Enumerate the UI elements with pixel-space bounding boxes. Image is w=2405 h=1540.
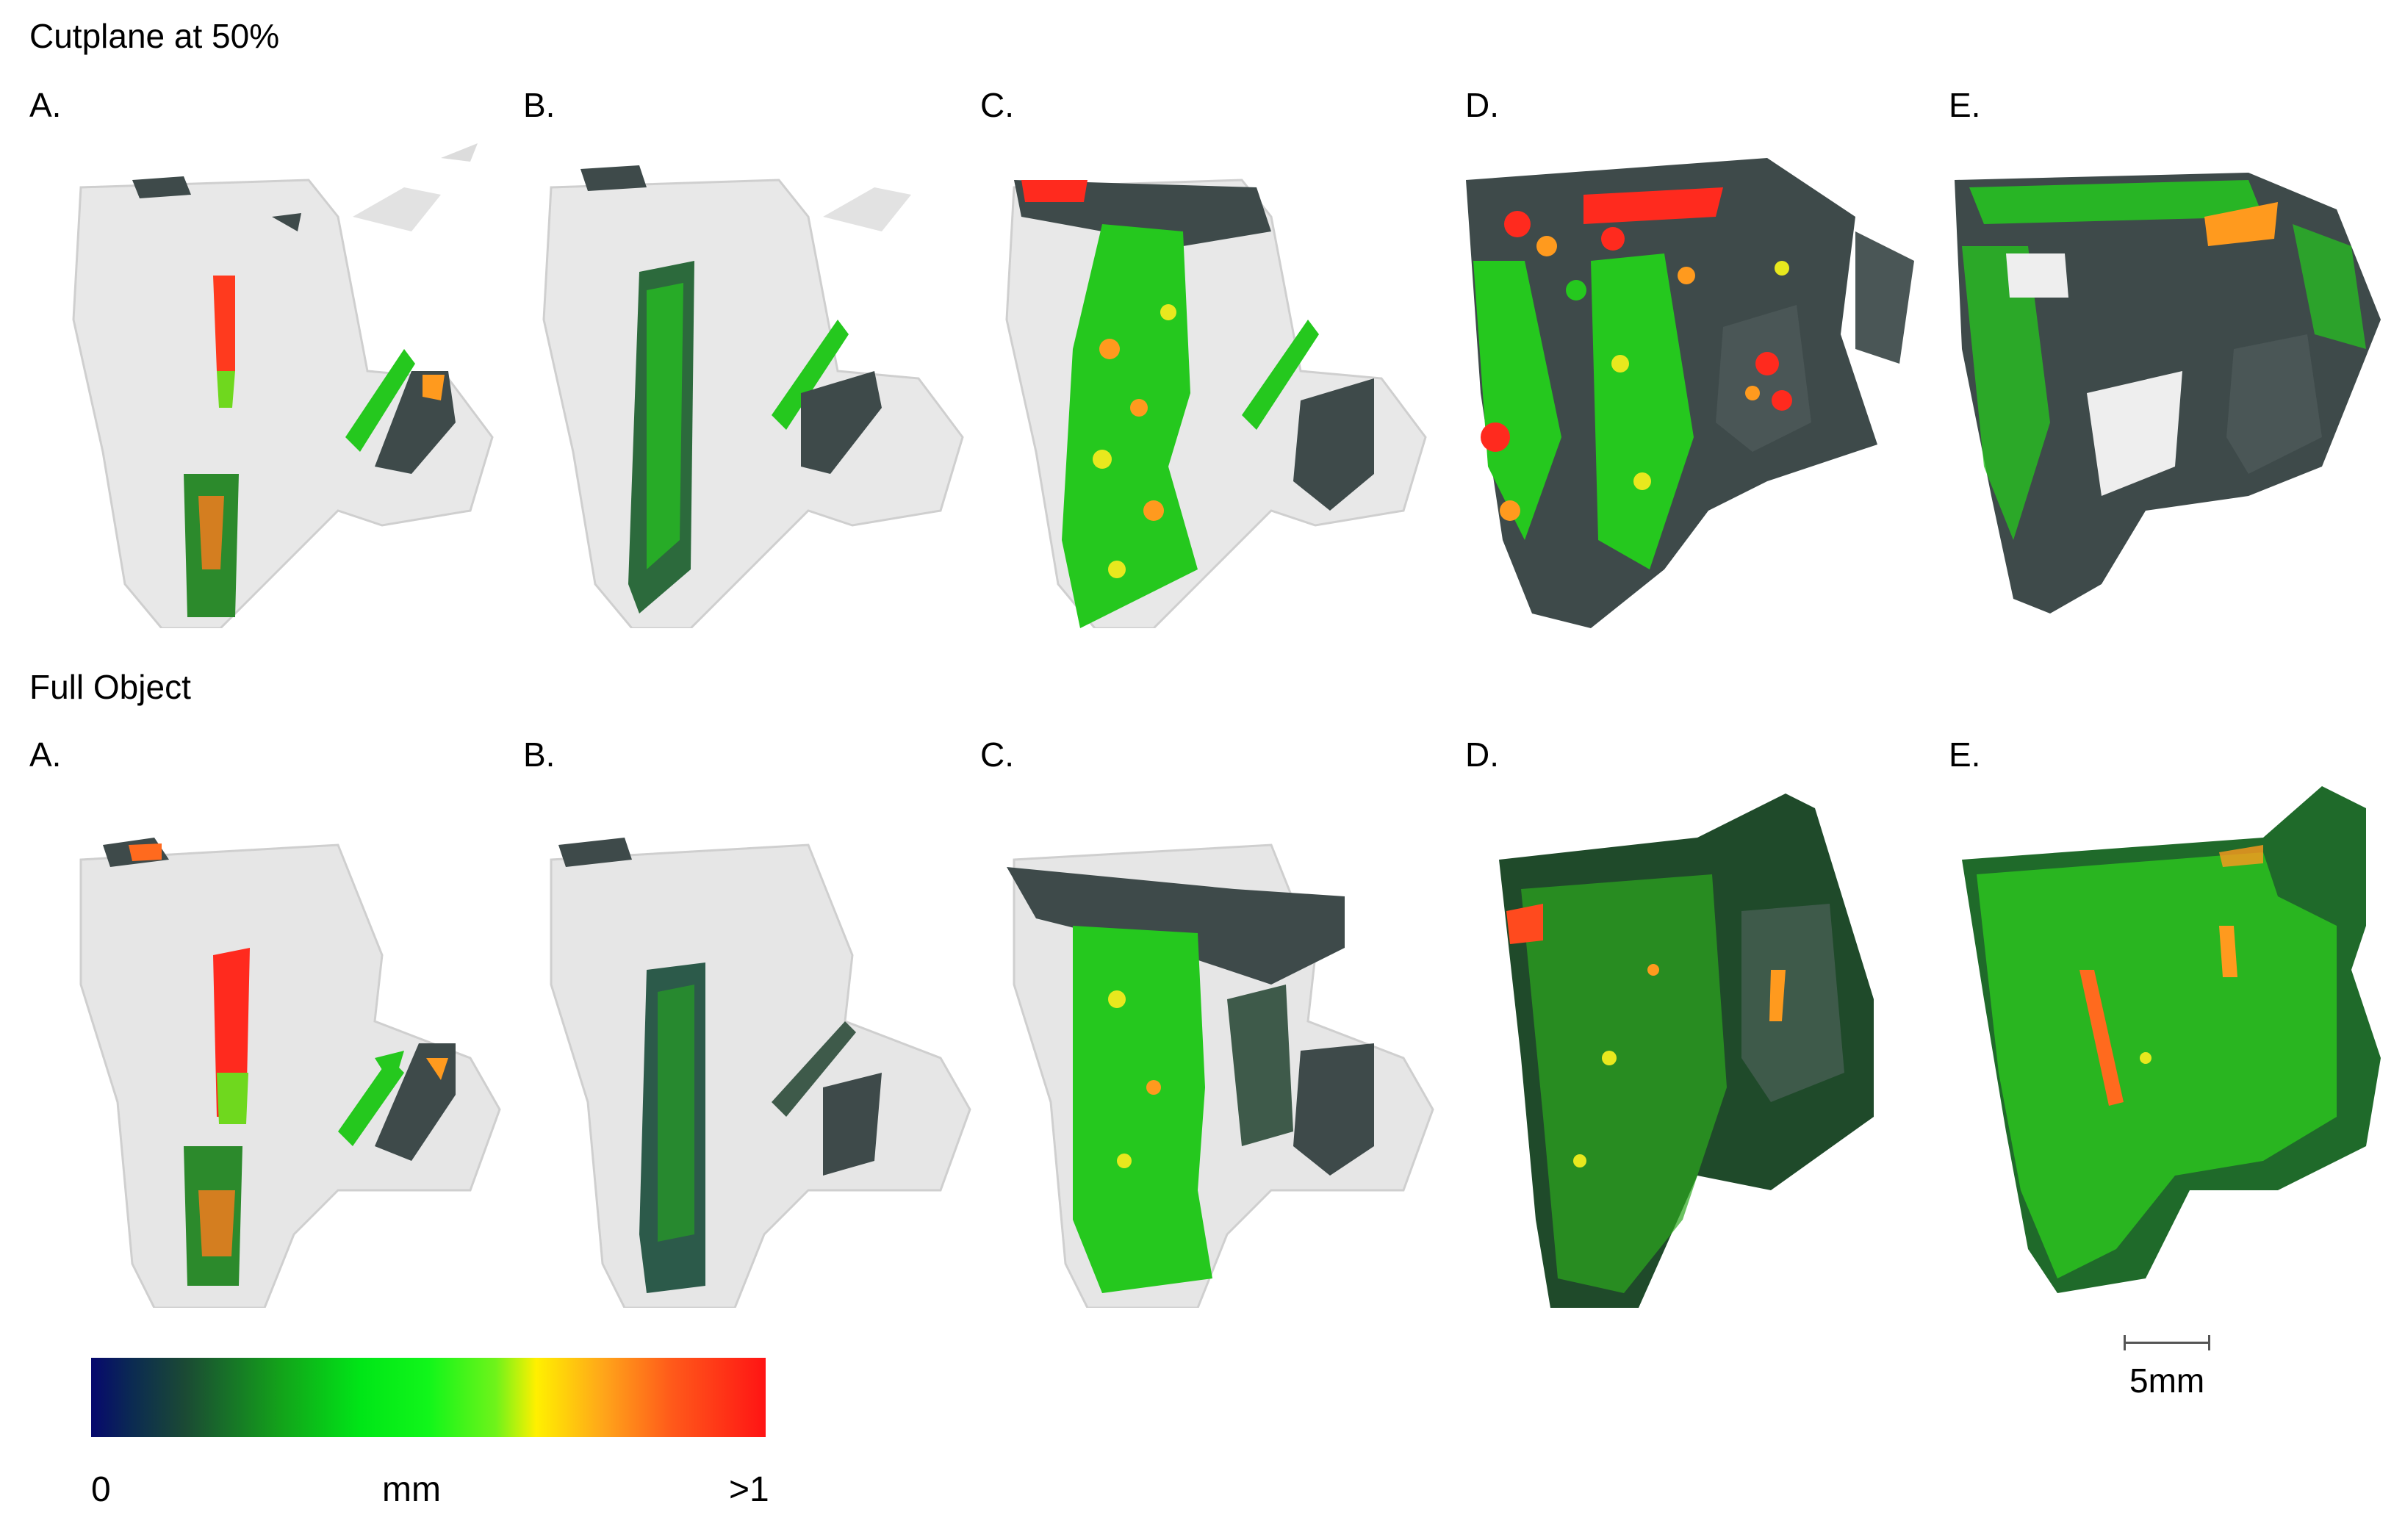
row-title-cutplane: Cutplane at 50% [29,17,280,55]
render-panel-e-cutplane [1940,129,2395,628]
panel-label-a-bottom: A. [29,735,62,774]
render-panel-d-full [1492,779,1947,1308]
panel-label-c-top: C. [980,86,1014,124]
render-panel-e-full [1955,779,2395,1308]
panel-label-e-bottom: E. [1949,735,1981,774]
row-title-full-object: Full Object [29,668,191,706]
colorbar-unit-label: mm [382,1470,441,1509]
render-panel-a-cutplane [59,129,514,628]
panel-label-a-top: A. [29,86,62,124]
panel-label-e-top: E. [1949,86,1981,124]
render-panel-c-full [992,779,1448,1308]
panel-label-b-bottom: B. [523,735,556,774]
panel-label-d-bottom: D. [1465,735,1499,774]
render-panel-b-full [529,779,985,1308]
panel-label-d-top: D. [1465,86,1499,124]
render-panel-a-full [59,779,514,1308]
colorbar-min-label: 0 [91,1470,111,1509]
scale-bar-label: 5mm [2129,1361,2205,1400]
scale-bar [2124,1335,2210,1350]
render-panel-b-cutplane [529,129,985,628]
panel-label-b-top: B. [523,86,556,124]
render-panel-d-cutplane [1459,129,1929,628]
panel-label-c-bottom: C. [980,735,1014,774]
render-panel-c-cutplane [992,129,1448,628]
colorbar-max-label: >1 [729,1470,769,1509]
colorbar-gradient [91,1358,766,1437]
